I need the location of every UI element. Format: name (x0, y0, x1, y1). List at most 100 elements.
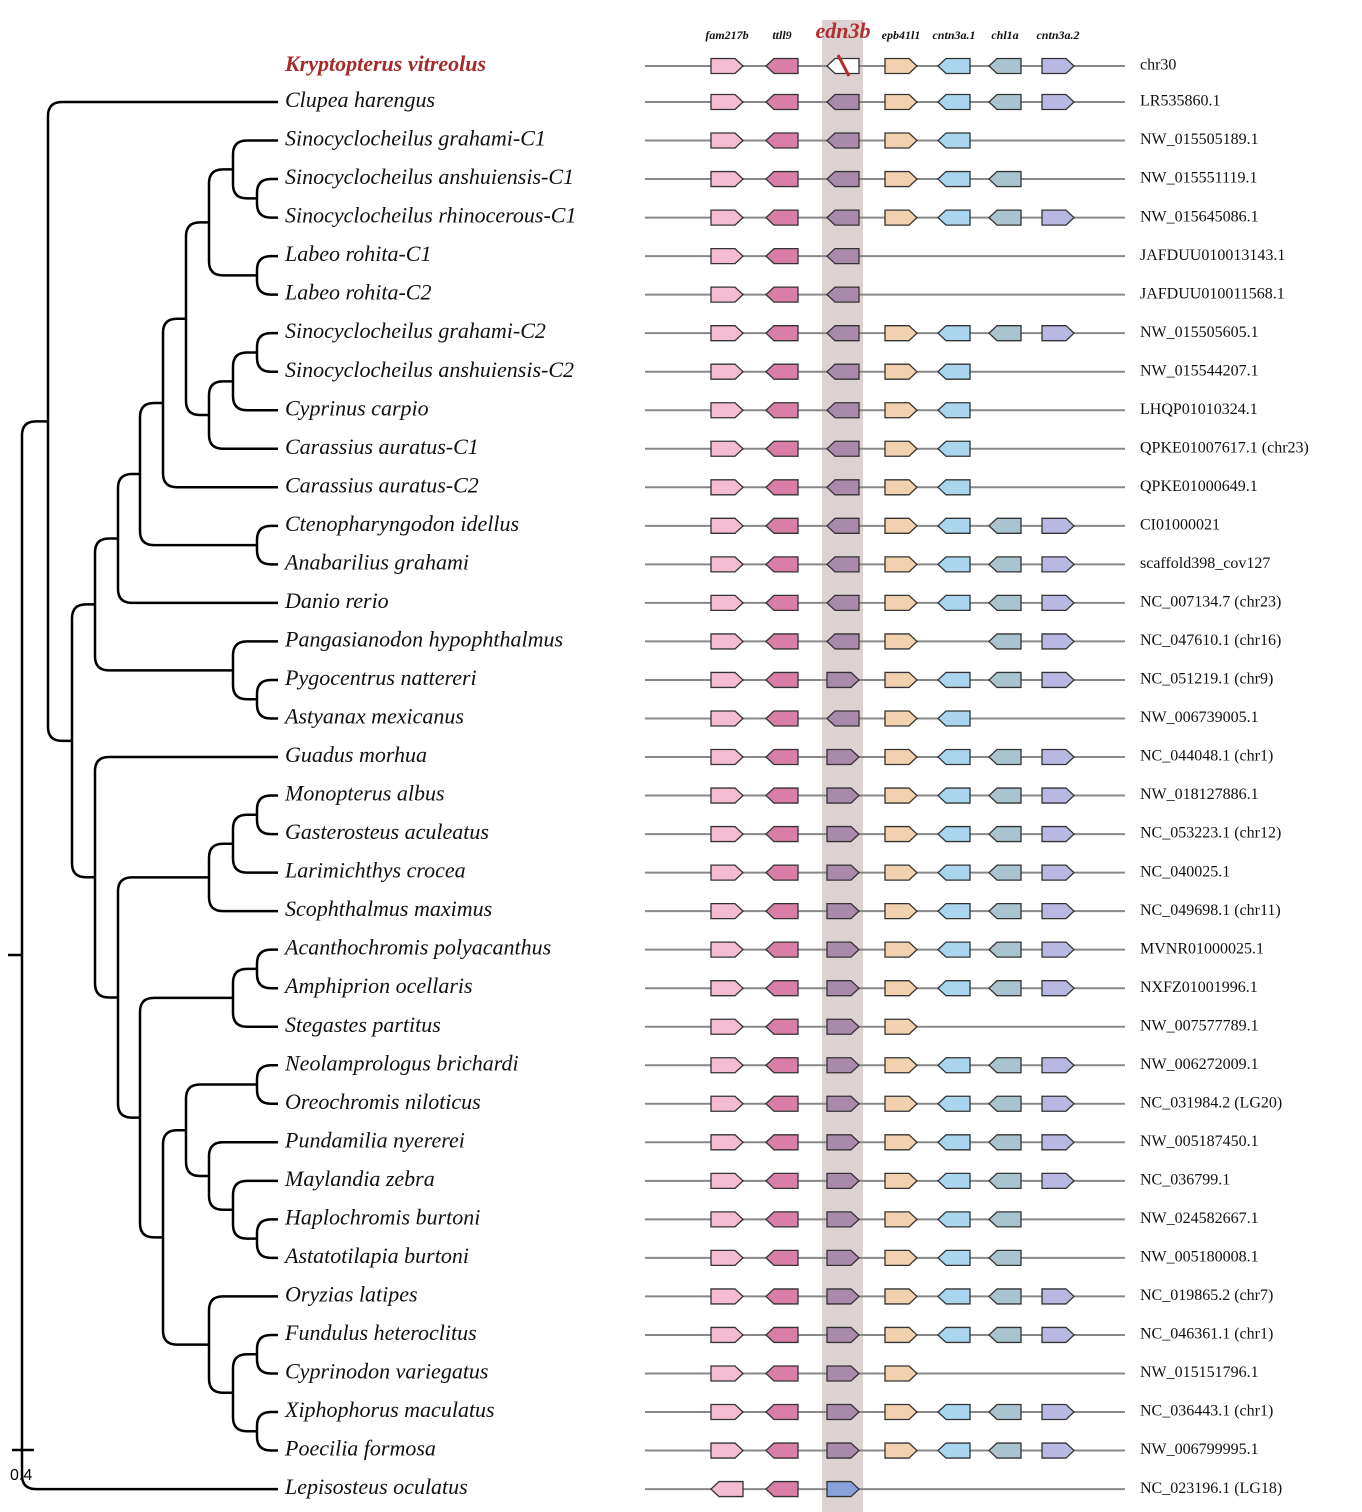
gene-arrow (884, 170, 918, 188)
gene-arrow (884, 594, 918, 612)
accession: NW_024582667.1 (1140, 1210, 1259, 1227)
synteny-panel (645, 54, 1125, 1498)
tree-branch (231, 169, 257, 200)
gene-arrow (710, 1249, 744, 1267)
accession: NW_015645086.1 (1140, 208, 1259, 225)
gene-arrow (1041, 517, 1075, 534)
gene-arrow (1041, 209, 1075, 226)
gene-arrow (826, 363, 860, 380)
gene-arrow (710, 517, 744, 534)
gene-arrow (765, 325, 799, 342)
gene-arrow (937, 1249, 971, 1267)
gene-arrow (884, 1018, 918, 1035)
accession: NW_015551119.1 (1140, 170, 1257, 187)
tree-branch (161, 1237, 209, 1346)
species-name: Maylandia zebra (284, 1166, 435, 1191)
gene-arrow (765, 209, 799, 226)
accession: NW_006739005.1 (1140, 709, 1259, 726)
gene-arrow (937, 440, 971, 457)
tree-branch (231, 843, 278, 874)
gene-arrow (765, 132, 799, 149)
gene-arrow (710, 1365, 744, 1382)
gene-arrow (1041, 1134, 1075, 1151)
accession: NW_007577789.1 (1140, 1017, 1259, 1034)
gene-arrow (826, 671, 860, 689)
species-name: Fundulus heteroclitus (284, 1320, 477, 1345)
gene-arrow (988, 1134, 1022, 1151)
accession: CI01000021 (1140, 517, 1220, 534)
gene-arrow (765, 980, 799, 997)
gene-arrow (710, 1172, 744, 1189)
species-name: Lepisosteus oculatus (284, 1474, 468, 1499)
gene-arrow (826, 594, 860, 612)
gene-arrow (765, 1288, 799, 1305)
gene-arrow (710, 980, 744, 997)
gene-arrow (826, 748, 860, 766)
gene-arrow (765, 247, 799, 265)
gene-arrow (937, 363, 971, 380)
accession: chr30 (1140, 57, 1176, 74)
tree-branch (255, 1431, 278, 1452)
gene-arrow (710, 402, 744, 419)
gene-arrow (826, 633, 860, 650)
gene-arrow (710, 286, 744, 303)
species-name: Poecilia formosa (284, 1436, 436, 1461)
accession: JAFDUU010011568.1 (1140, 285, 1285, 302)
gene-arrow (765, 864, 799, 881)
gene-arrow (710, 1326, 744, 1344)
gene-arrow (937, 209, 971, 226)
tree-branch (93, 537, 118, 605)
tree-branch (255, 524, 278, 546)
gene-arrow (710, 864, 744, 881)
species-name: Pundamilia nyererei (284, 1127, 465, 1152)
species-name: Haplochromis burtoni (284, 1204, 480, 1229)
tree-branch (231, 640, 278, 671)
gene-arrow (884, 1326, 918, 1344)
gene-arrow (765, 1018, 799, 1035)
gene-arrow (826, 517, 860, 534)
tree-branch (207, 1295, 278, 1345)
gene-arrow (710, 1442, 744, 1459)
tree-branch (255, 1410, 278, 1432)
species-name: Clupea harengus (285, 87, 435, 112)
species-name: Neolamprologus brichardi (284, 1050, 519, 1075)
tree-branch (255, 331, 278, 353)
gene-arrow (765, 363, 799, 380)
tree-branch (138, 1117, 163, 1239)
gene-arrow (826, 980, 860, 997)
gene-arrow (884, 710, 918, 727)
tree-branch (231, 1209, 257, 1240)
gene-arrow (988, 325, 1022, 342)
gene-arrow (884, 633, 918, 650)
gene-arrow (988, 1442, 1022, 1459)
gene-arrow (937, 402, 971, 419)
tree-branch (93, 604, 233, 672)
gene-arrow (937, 825, 971, 843)
tree-branch (138, 401, 163, 475)
gene-arrow (937, 1057, 971, 1074)
gene-arrow (826, 93, 860, 111)
tree-branch (255, 948, 278, 969)
accession: NW_018127886.1 (1140, 786, 1259, 803)
gene-arrow (710, 325, 744, 342)
tree-branch (255, 275, 278, 296)
tree-branch (207, 380, 233, 416)
gene-arrow (765, 1365, 799, 1382)
gene-arrow (826, 286, 860, 303)
gene-arrow (826, 170, 860, 188)
gene-arrow (988, 980, 1022, 997)
gene-arrow (710, 440, 744, 457)
gene-arrow (884, 325, 918, 342)
tree-branch (207, 222, 257, 277)
gene-arrow (826, 864, 860, 881)
tree-branch (161, 1129, 186, 1238)
gene-arrow (710, 93, 744, 111)
gene-arrow (765, 402, 799, 419)
accession: NC_036799.1 (1140, 1172, 1230, 1189)
tree-branch (20, 420, 48, 956)
species-name: Carassius auratus-C2 (285, 472, 479, 497)
gene-arrow (937, 710, 971, 727)
tree-branch (70, 740, 95, 879)
species-name: Sinocyclocheilus anshuiensis-C1 (285, 164, 574, 189)
gene-arrow (884, 902, 918, 920)
